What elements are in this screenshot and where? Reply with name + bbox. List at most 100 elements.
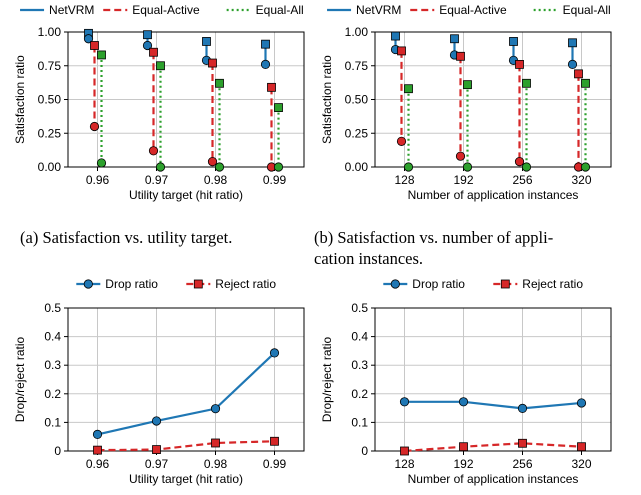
- chart-d-xtick-label: 128: [394, 457, 414, 471]
- chart-d-ytick-label: 0.2: [351, 387, 368, 401]
- chart-d-plot-frame: [374, 307, 612, 452]
- chart-c-point-1-0: [93, 445, 102, 455]
- chart-a-min-marker-2-0: [96, 158, 107, 168]
- chart-a-max-marker-0-2: [202, 37, 211, 46]
- chart-b-legend-label-2: Equal-All: [563, 3, 611, 17]
- chart-a-ytick-label: 0.75: [38, 59, 62, 73]
- chart-c-ytick-label: 0.3: [44, 358, 61, 372]
- chart-d-legend-label-0: Drop ratio: [412, 277, 465, 291]
- chart-c-point-0-0: [92, 429, 103, 440]
- chart-d-point-1-3: [577, 442, 586, 452]
- chart-c-xlabel: Utility target (hit ratio): [129, 472, 243, 486]
- chart-d-ytick-label: 0.1: [351, 415, 368, 429]
- chart-a-min-marker-0-0: [83, 34, 94, 44]
- chart-d-point-1-1: [459, 442, 468, 452]
- chart-b-max-marker-2-1: [463, 80, 472, 90]
- chart-c-plot-frame: [67, 307, 305, 452]
- chart-b-ylabel: Satisfaction ratio: [320, 55, 334, 144]
- chart-d-ylabel: Drop/reject ratio: [320, 336, 334, 422]
- chart-d-ytick-label: 0.3: [351, 358, 368, 372]
- chart-c-legend-label-1: Reject ratio: [215, 277, 276, 291]
- chart-b-ytick-label: 0.50: [345, 93, 369, 107]
- chart-d-point-0-2: [517, 403, 528, 413]
- chart-d-point-0-1: [458, 397, 469, 407]
- chart-c-ytick-label: 0.1: [44, 415, 61, 429]
- chart-b-min-marker-1-0: [396, 136, 407, 146]
- chart-c-xtick-label: 0.99: [263, 457, 287, 471]
- chart-a-max-marker-2-3: [274, 103, 283, 112]
- chart-a-max-marker-2-0: [97, 50, 106, 60]
- chart-a-max-marker-1-0: [90, 41, 99, 50]
- chart-d-xtick-label: 256: [512, 457, 532, 471]
- chart-a-max-marker-2-2: [215, 78, 224, 88]
- caption-b-line2: cation instances.: [314, 249, 424, 268]
- chart-a-legend-label-1: Equal-Active: [132, 3, 200, 17]
- chart-b-max-marker-1-0: [397, 46, 406, 56]
- chart-a-ytick-label: 1.00: [38, 25, 62, 39]
- chart-b-min-marker-1-1: [455, 151, 466, 161]
- chart-a-max-marker-2-1: [156, 61, 165, 71]
- chart-b-ytick-label: 0.25: [345, 126, 369, 140]
- chart-b-max-marker-1-1: [456, 51, 465, 61]
- chart-a-legend-label-2: Equal-All: [256, 3, 304, 17]
- chart-c-ytick-label: 0: [54, 444, 61, 458]
- chart-a-max-marker-1-3: [267, 82, 276, 92]
- chart-d-xlabel: Number of application instances: [408, 472, 579, 486]
- chart-a-min-marker-1-2: [207, 157, 218, 167]
- chart-b-max-marker-2-2: [522, 78, 531, 88]
- chart-b-max-marker-1-3: [574, 69, 583, 79]
- chart-a-max-marker-1-2: [208, 58, 217, 68]
- chart-c-xtick-label: 0.97: [145, 457, 169, 471]
- chart-c-legend-marker-1: [193, 279, 203, 289]
- chart-c-series-line-0: [97, 352, 276, 436]
- chart-b-xtick-label: 192: [453, 173, 473, 187]
- chart-b-min-marker-0-3: [567, 59, 578, 70]
- chart-a-min-marker-2-3: [273, 162, 284, 172]
- chart-d-legend-marker-1: [500, 279, 510, 289]
- chart-b-min-marker-2-1: [462, 162, 473, 172]
- chart-d-ytick-label: 0.5: [351, 301, 368, 315]
- chart-a-ytick-label: 0.00: [38, 160, 62, 174]
- chart-a-xtick-label: 0.97: [145, 173, 169, 187]
- chart-a-min-marker-1-1: [148, 146, 159, 156]
- caption-a: (a) Satisfaction vs. utility target.: [20, 228, 233, 247]
- chart-b-plot-frame: [374, 31, 612, 168]
- chart-c-legend-label-0: Drop ratio: [105, 277, 158, 291]
- chart-b-legend-label-1: Equal-Active: [439, 3, 507, 17]
- chart-d-point-1-2: [518, 438, 527, 448]
- chart-d-series-line-0: [404, 400, 582, 410]
- chart-c-point-1-2: [211, 438, 220, 448]
- chart-a-xtick-label: 0.98: [204, 173, 228, 187]
- chart-b-xtick-label: 256: [512, 173, 532, 187]
- chart-b-min-marker-2-2: [521, 162, 532, 172]
- chart-a-ytick-label: 0.25: [38, 126, 62, 140]
- chart-c-xtick-label: 0.96: [86, 457, 110, 471]
- caption-b-line1: (b) Satisfaction vs. number of appli-: [314, 228, 554, 247]
- chart-a-min-marker-2-1: [155, 162, 166, 172]
- chart-b-ytick-label: 1.00: [345, 25, 369, 39]
- chart-d-series-line-1: [404, 442, 582, 453]
- chart-a-plot-frame: [67, 31, 305, 168]
- chart-b-max-marker-0-3: [568, 38, 577, 48]
- chart-b-max-marker-0-1: [450, 34, 459, 44]
- chart-d-xtick-label: 320: [571, 457, 591, 471]
- chart-c-point-1-3: [270, 436, 279, 446]
- chart-c-legend-marker-0: [83, 279, 93, 289]
- chart-b-max-marker-0-2: [509, 37, 518, 46]
- chart-d-legend-marker-0: [390, 279, 400, 289]
- chart-a-min-marker-2-2: [214, 162, 225, 172]
- chart-d-legend-label-1: Reject ratio: [522, 277, 583, 291]
- chart-c-series-line-1: [97, 440, 275, 452]
- chart-a-legend-label-0: NetVRM: [49, 3, 94, 17]
- chart-b-ytick-label: 0.00: [345, 160, 369, 174]
- chart-c-ytick-label: 0.4: [44, 330, 61, 344]
- chart-a-xtick-label: 0.96: [86, 173, 110, 187]
- chart-b-max-marker-1-2: [515, 60, 524, 69]
- chart-b-xtick-label: 320: [571, 173, 591, 187]
- chart-c-point-0-3: [269, 348, 280, 358]
- chart-b-xtick-label: 128: [394, 173, 414, 187]
- chart-b-max-marker-2-0: [404, 84, 413, 94]
- chart-a-ytick-label: 0.50: [38, 93, 62, 107]
- chart-c-point-0-2: [210, 404, 221, 414]
